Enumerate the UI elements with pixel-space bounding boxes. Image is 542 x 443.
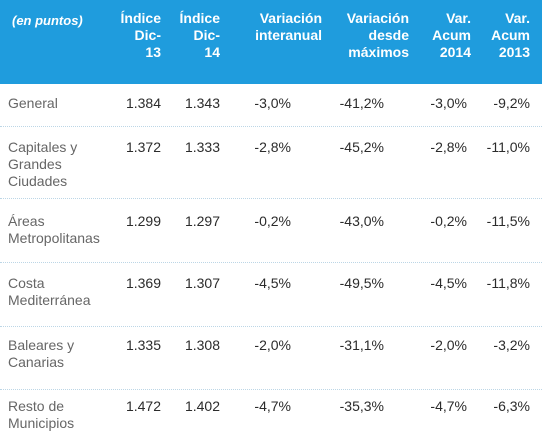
cell-index-dec13: 1.299 [125, 213, 161, 229]
row-label: Costa Mediterránea [8, 275, 91, 308]
row-label: General [8, 95, 58, 111]
cell-cumulative-2013: -9,2% [493, 95, 530, 111]
header-index-dec13: Índice Dic- 13 [120, 10, 161, 60]
cell-cumulative-2014: -4,7% [430, 398, 467, 414]
row-label: Resto de Municipios [8, 398, 75, 431]
header-index-dec14: Índice Dic- 14 [179, 10, 220, 60]
cell-variation-from-max: -45,2% [339, 139, 384, 155]
cell-index-dec14: 1.402 [184, 398, 220, 414]
row-label: Baleares y Canarias [8, 337, 75, 370]
cell-index-dec14: 1.343 [184, 95, 220, 111]
cell-yoy-variation: -2,0% [254, 337, 291, 353]
cell-index-dec13: 1.335 [125, 337, 161, 353]
table-row: Capitales y Grandes Ciudades 1.372 1.333… [0, 127, 542, 199]
header-cumulative-2013: Var. Acum 2013 [491, 10, 530, 60]
cell-index-dec13: 1.472 [125, 398, 161, 414]
cell-cumulative-2013: -11,0% [486, 139, 530, 155]
cell-cumulative-2013: -3,2% [493, 337, 530, 353]
cell-cumulative-2014: -2,8% [430, 139, 467, 155]
cell-yoy-variation: -3,0% [254, 95, 291, 111]
table-row: Baleares y Canarias 1.335 1.308 -2,0% -3… [0, 327, 542, 390]
table-row: Costa Mediterránea 1.369 1.307 -4,5% -49… [0, 263, 542, 327]
cell-index-dec14: 1.307 [184, 275, 220, 291]
header-variation-from-max: Variación desde máximos [346, 10, 409, 60]
table-row: Resto de Municipios 1.472 1.402 -4,7% -3… [0, 390, 542, 442]
table-header: (en puntos) Índice Dic- 13 Índice Dic- 1… [0, 0, 542, 84]
cell-variation-from-max: -43,0% [339, 213, 384, 229]
cell-yoy-variation: -4,7% [254, 398, 291, 414]
cell-index-dec14: 1.297 [184, 213, 220, 229]
cell-variation-from-max: -31,1% [339, 337, 384, 353]
cell-cumulative-2014: -2,0% [430, 337, 467, 353]
cell-cumulative-2013: -11,8% [486, 275, 530, 291]
cell-index-dec13: 1.384 [125, 95, 161, 111]
header-cumulative-2014: Var. Acum 2014 [432, 10, 471, 60]
cell-variation-from-max: -35,3% [339, 398, 384, 414]
cell-yoy-variation: -0,2% [254, 213, 291, 229]
cell-cumulative-2013: -6,3% [493, 398, 530, 414]
row-label: Capitales y Grandes Ciudades [8, 139, 78, 189]
cell-yoy-variation: -2,8% [254, 139, 291, 155]
table-row: General 1.384 1.343 -3,0% -41,2% -3,0% -… [0, 84, 542, 127]
cell-cumulative-2014: -0,2% [430, 213, 467, 229]
cell-cumulative-2014: -3,0% [430, 95, 467, 111]
cell-index-dec14: 1.333 [184, 139, 220, 155]
cell-index-dec14: 1.308 [184, 337, 220, 353]
table-row: Áreas Metropolitanas 1.299 1.297 -0,2% -… [0, 199, 542, 263]
header-units: (en puntos) [12, 13, 83, 28]
cell-index-dec13: 1.372 [125, 139, 161, 155]
cell-index-dec13: 1.369 [125, 275, 161, 291]
cell-cumulative-2014: -4,5% [430, 275, 467, 291]
cell-cumulative-2013: -11,5% [486, 213, 530, 229]
cell-variation-from-max: -49,5% [339, 275, 384, 291]
row-label: Áreas Metropolitanas [8, 213, 100, 246]
cell-variation-from-max: -41,2% [339, 95, 384, 111]
header-yoy-variation: Variación interanual [255, 10, 322, 43]
cell-yoy-variation: -4,5% [254, 275, 291, 291]
